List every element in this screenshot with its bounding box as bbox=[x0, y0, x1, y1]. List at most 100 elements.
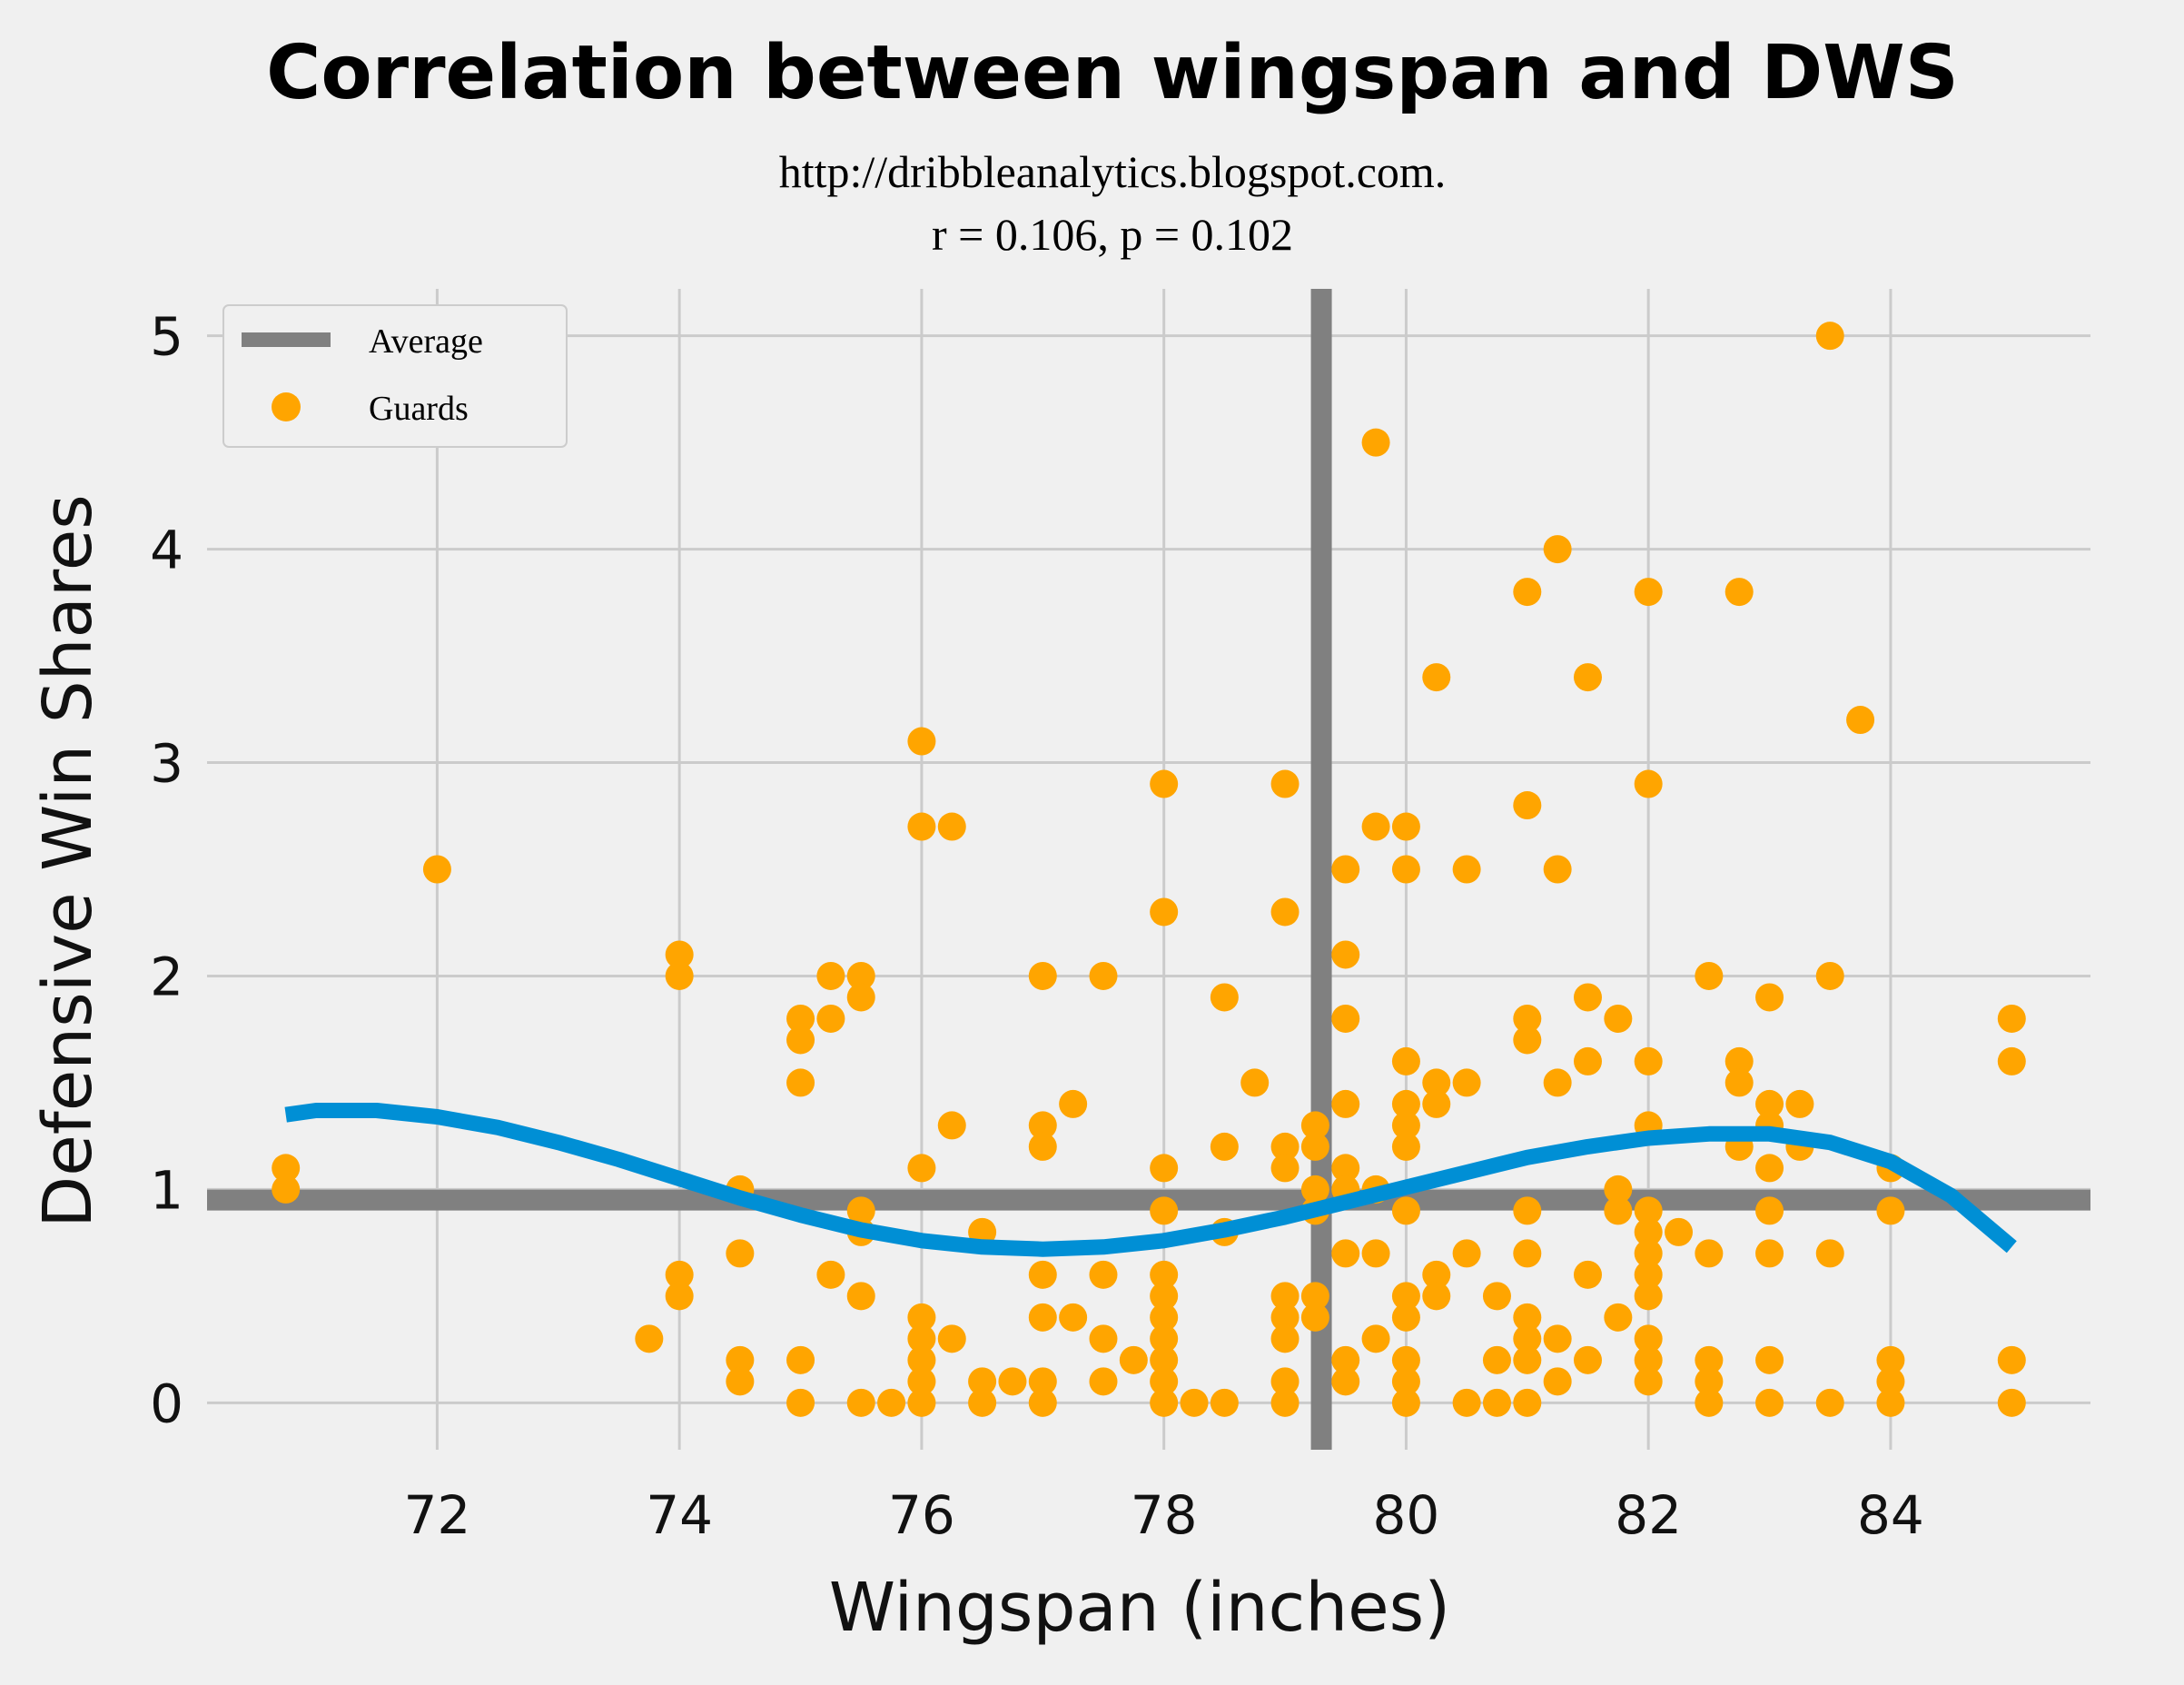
guard-point-15 bbox=[786, 1345, 815, 1374]
guard-point-176 bbox=[1755, 1196, 1784, 1225]
guard-point-6 bbox=[665, 1260, 694, 1289]
guard-point-88 bbox=[1331, 855, 1360, 884]
guard-point-22 bbox=[846, 1196, 875, 1225]
guard-point-158 bbox=[1634, 1282, 1663, 1311]
guard-point-143 bbox=[1573, 1046, 1602, 1075]
guard-point-140 bbox=[1543, 1367, 1572, 1396]
guard-point-120 bbox=[1452, 1068, 1481, 1097]
legend-guards-label: Guards bbox=[369, 390, 469, 428]
guard-point-14 bbox=[786, 1068, 815, 1097]
guard-point-43 bbox=[1028, 1111, 1057, 1140]
legend-guards-swatch bbox=[272, 392, 301, 421]
guard-point-68 bbox=[1210, 983, 1239, 1012]
guard-point-159 bbox=[1634, 1324, 1663, 1353]
guard-point-3 bbox=[635, 1324, 664, 1353]
x-tick-label-76: 76 bbox=[888, 1484, 955, 1546]
guard-point-37 bbox=[937, 1324, 966, 1353]
guard-point-57 bbox=[1150, 897, 1179, 927]
guard-point-87 bbox=[1300, 1303, 1329, 1332]
y-tick-label-0: 0 bbox=[150, 1373, 183, 1434]
guard-point-148 bbox=[1604, 1196, 1633, 1225]
guard-point-104 bbox=[1391, 1046, 1420, 1075]
guard-point-13 bbox=[786, 1026, 815, 1055]
guard-point-133 bbox=[1513, 1324, 1542, 1353]
guard-point-160 bbox=[1634, 1345, 1663, 1374]
guard-point-79 bbox=[1270, 1324, 1300, 1353]
chart-subtitle-line1: http://dribbleanalytics.blogspot.com. bbox=[779, 146, 1447, 197]
guard-point-150 bbox=[1634, 578, 1663, 607]
guard-point-173 bbox=[1755, 1089, 1784, 1118]
guard-point-32 bbox=[907, 1345, 936, 1374]
guard-point-165 bbox=[1695, 1345, 1724, 1374]
guard-point-77 bbox=[1270, 1282, 1300, 1311]
guard-point-147 bbox=[1604, 1175, 1633, 1204]
guard-point-119 bbox=[1452, 855, 1481, 884]
guard-point-149 bbox=[1604, 1303, 1633, 1332]
x-tick-label-84: 84 bbox=[1857, 1484, 1924, 1546]
x-tick-label-78: 78 bbox=[1131, 1484, 1198, 1546]
guard-point-35 bbox=[937, 812, 966, 841]
guard-point-71 bbox=[1210, 1388, 1239, 1417]
chart-title: Correlation between wingspan and DWS bbox=[266, 30, 1959, 116]
fit-curve-layer bbox=[284, 1103, 2017, 1257]
guard-point-102 bbox=[1391, 812, 1420, 841]
guard-point-169 bbox=[1724, 1046, 1754, 1075]
guard-point-64 bbox=[1150, 1345, 1179, 1374]
guard-point-89 bbox=[1331, 940, 1360, 969]
guard-point-41 bbox=[998, 1367, 1027, 1396]
guard-point-161 bbox=[1634, 1367, 1663, 1396]
guard-point-17 bbox=[816, 961, 845, 990]
guard-point-16 bbox=[786, 1388, 815, 1417]
x-tick-label-82: 82 bbox=[1615, 1484, 1682, 1546]
guard-point-40 bbox=[968, 1388, 997, 1417]
guard-point-124 bbox=[1482, 1345, 1511, 1374]
guard-point-51 bbox=[1089, 961, 1118, 990]
grid bbox=[207, 289, 2090, 1450]
guard-point-45 bbox=[1028, 1260, 1057, 1289]
guard-point-49 bbox=[1059, 1089, 1088, 1118]
guard-point-34 bbox=[907, 1388, 936, 1417]
guard-point-122 bbox=[1452, 1388, 1481, 1417]
guard-point-195 bbox=[1997, 1388, 2026, 1417]
guard-point-112 bbox=[1391, 1367, 1420, 1396]
guard-point-76 bbox=[1270, 1154, 1300, 1183]
guard-point-126 bbox=[1513, 578, 1542, 607]
guard-point-167 bbox=[1695, 1388, 1724, 1417]
guard-point-113 bbox=[1391, 1388, 1420, 1417]
guard-point-115 bbox=[1422, 1068, 1451, 1097]
guard-point-193 bbox=[1997, 1046, 2026, 1075]
guard-point-118 bbox=[1422, 1282, 1451, 1311]
guard-point-0 bbox=[272, 1154, 301, 1183]
guard-point-72 bbox=[1240, 1068, 1270, 1097]
guard-point-139 bbox=[1543, 1324, 1572, 1353]
guard-point-168 bbox=[1724, 578, 1754, 607]
guard-point-110 bbox=[1391, 1303, 1420, 1332]
y-tick-label-5: 5 bbox=[150, 306, 183, 368]
guard-point-178 bbox=[1755, 1345, 1784, 1374]
guard-point-135 bbox=[1513, 1388, 1542, 1417]
guard-point-97 bbox=[1361, 428, 1390, 457]
guard-point-188 bbox=[1876, 1196, 1905, 1225]
guard-point-95 bbox=[1331, 1345, 1360, 1374]
guard-point-82 bbox=[1300, 1111, 1329, 1140]
guard-point-29 bbox=[907, 1154, 936, 1183]
guard-point-170 bbox=[1724, 1068, 1754, 1097]
guard-point-31 bbox=[907, 1324, 936, 1353]
guard-point-121 bbox=[1452, 1239, 1481, 1268]
guard-point-92 bbox=[1331, 1154, 1360, 1183]
guard-point-175 bbox=[1755, 1154, 1784, 1183]
guard-point-86 bbox=[1300, 1282, 1329, 1311]
guard-point-185 bbox=[1815, 1388, 1844, 1417]
guard-point-101 bbox=[1361, 1324, 1390, 1353]
guard-point-44 bbox=[1028, 1132, 1057, 1161]
guard-point-191 bbox=[1876, 1388, 1905, 1417]
guard-point-33 bbox=[907, 1367, 936, 1396]
guard-point-144 bbox=[1573, 1260, 1602, 1289]
y-axis-ticks: 0 1 2 3 4 5 bbox=[150, 306, 183, 1435]
guard-point-162 bbox=[1665, 1217, 1694, 1246]
guard-point-136 bbox=[1543, 535, 1572, 564]
guard-point-100 bbox=[1361, 1239, 1390, 1268]
guard-point-111 bbox=[1391, 1345, 1420, 1374]
guard-point-63 bbox=[1150, 1324, 1179, 1353]
guard-point-163 bbox=[1695, 961, 1724, 990]
